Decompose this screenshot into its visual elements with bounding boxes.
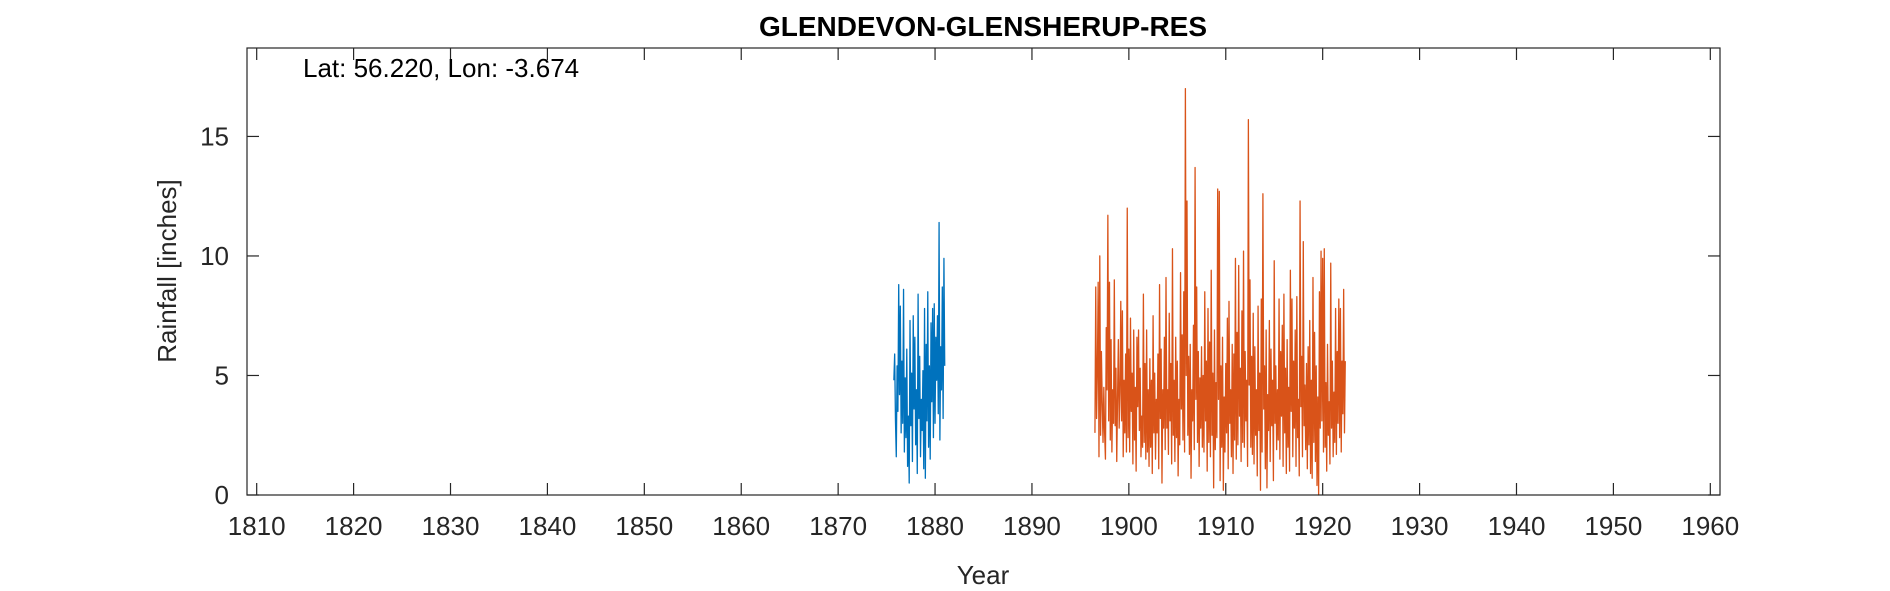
x-ticks: 1810 1820 1830 1840 1850 1860 1870 1880 1890 1900… (228, 48, 1739, 541)
plot-frame (246, 47, 1721, 496)
x-tick-label-15: 1960 (1681, 511, 1739, 541)
series-line-2 (1094, 87, 1346, 496)
y-ticks: 0 5 10 15 (200, 121, 1720, 510)
y-tick-label-0: 0 (215, 480, 229, 510)
x-tick-label-0: 1810 (228, 511, 286, 541)
x-tick-label-4: 1850 (615, 511, 673, 541)
x-tick-label-12: 1930 (1391, 511, 1449, 541)
series-layer (893, 87, 1346, 496)
plot-background (247, 48, 1720, 495)
x-tick-label-13: 1940 (1488, 511, 1546, 541)
x-tick-label-14: 1950 (1584, 511, 1642, 541)
x-tick-label-3: 1840 (518, 511, 576, 541)
x-tick-label-11: 1920 (1294, 511, 1352, 541)
x-tick-label-2: 1830 (422, 511, 480, 541)
x-tick-label-10: 1910 (1197, 511, 1255, 541)
x-tick-label-8: 1890 (1003, 511, 1061, 541)
x-tick-label-1: 1820 (325, 511, 383, 541)
x-tick-label-9: 1900 (1100, 511, 1158, 541)
y-axis-label: Rainfall [inches] (152, 179, 182, 363)
x-tick-label-6: 1870 (809, 511, 867, 541)
chart-title: GLENDEVON-GLENSHERUP-RES (759, 11, 1207, 42)
x-tick-label-7: 1880 (906, 511, 964, 541)
location-annotation: Lat: 56.220, Lon: -3.674 (303, 53, 579, 83)
series-line-1 (893, 221, 946, 484)
y-tick-label-3: 15 (200, 121, 229, 151)
y-tick-label-1: 5 (215, 360, 229, 390)
x-tick-label-5: 1860 (712, 511, 770, 541)
y-tick-label-2: 10 (200, 241, 229, 271)
x-axis-label: Year (957, 560, 1010, 590)
